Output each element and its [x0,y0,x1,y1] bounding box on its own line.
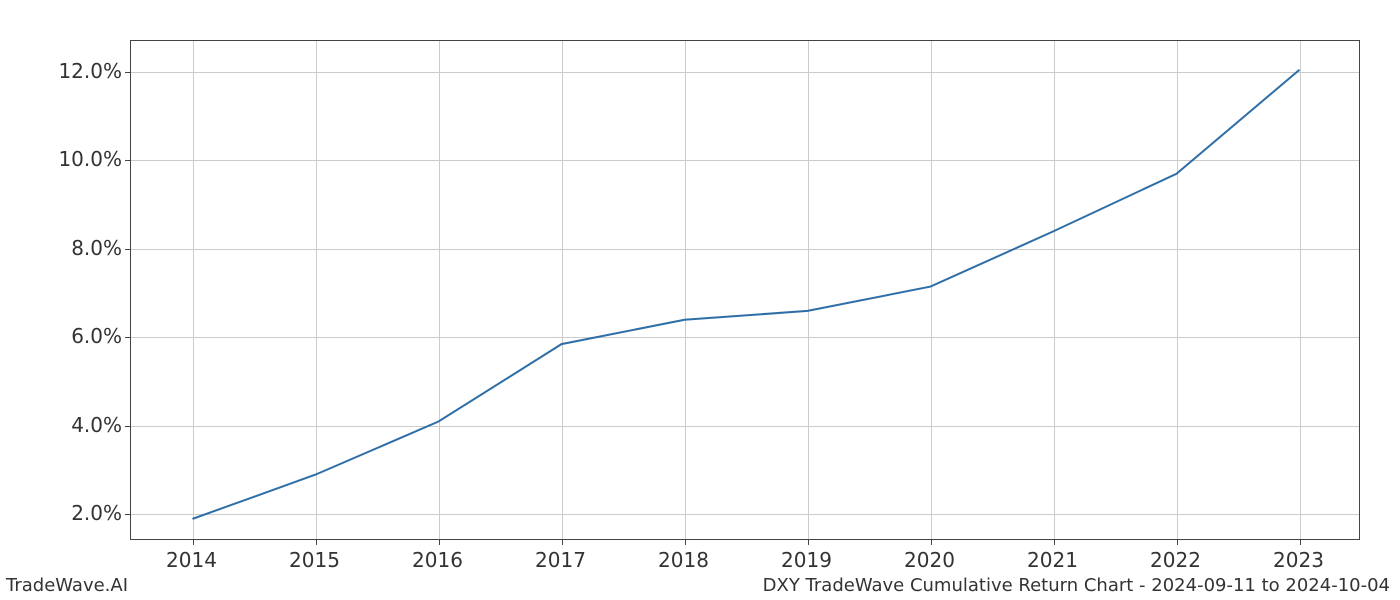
x-tick-label: 2019 [781,548,832,572]
tick-mark-x [808,539,809,545]
y-tick-label: 12.0% [58,59,122,83]
tick-mark-x [1054,539,1055,545]
x-tick-label: 2016 [412,548,463,572]
tick-mark-x [316,539,317,545]
y-tick-label: 10.0% [58,147,122,171]
tick-mark-x [439,539,440,545]
tick-mark-x [562,539,563,545]
tick-mark-x [685,539,686,545]
tick-mark-x [1177,539,1178,545]
data-line [193,70,1300,519]
x-tick-label: 2020 [904,548,955,572]
y-tick-label: 2.0% [71,501,122,525]
footer-right-text: DXY TradeWave Cumulative Return Chart - … [763,575,1390,596]
x-tick-label: 2021 [1027,548,1078,572]
tick-mark-x [1300,539,1301,545]
x-tick-label: 2017 [535,548,586,572]
x-tick-label: 2022 [1150,548,1201,572]
y-tick-label: 8.0% [71,236,122,260]
line-chart-svg [131,41,1359,539]
footer-left-text: TradeWave.AI [6,575,128,596]
chart-container [130,40,1360,540]
tick-mark-x [193,539,194,545]
y-tick-label: 6.0% [71,324,122,348]
plot-area [130,40,1360,540]
y-tick-label: 4.0% [71,413,122,437]
x-tick-label: 2014 [166,548,217,572]
x-tick-label: 2023 [1273,548,1324,572]
x-tick-label: 2015 [289,548,340,572]
x-tick-label: 2018 [658,548,709,572]
tick-mark-x [931,539,932,545]
